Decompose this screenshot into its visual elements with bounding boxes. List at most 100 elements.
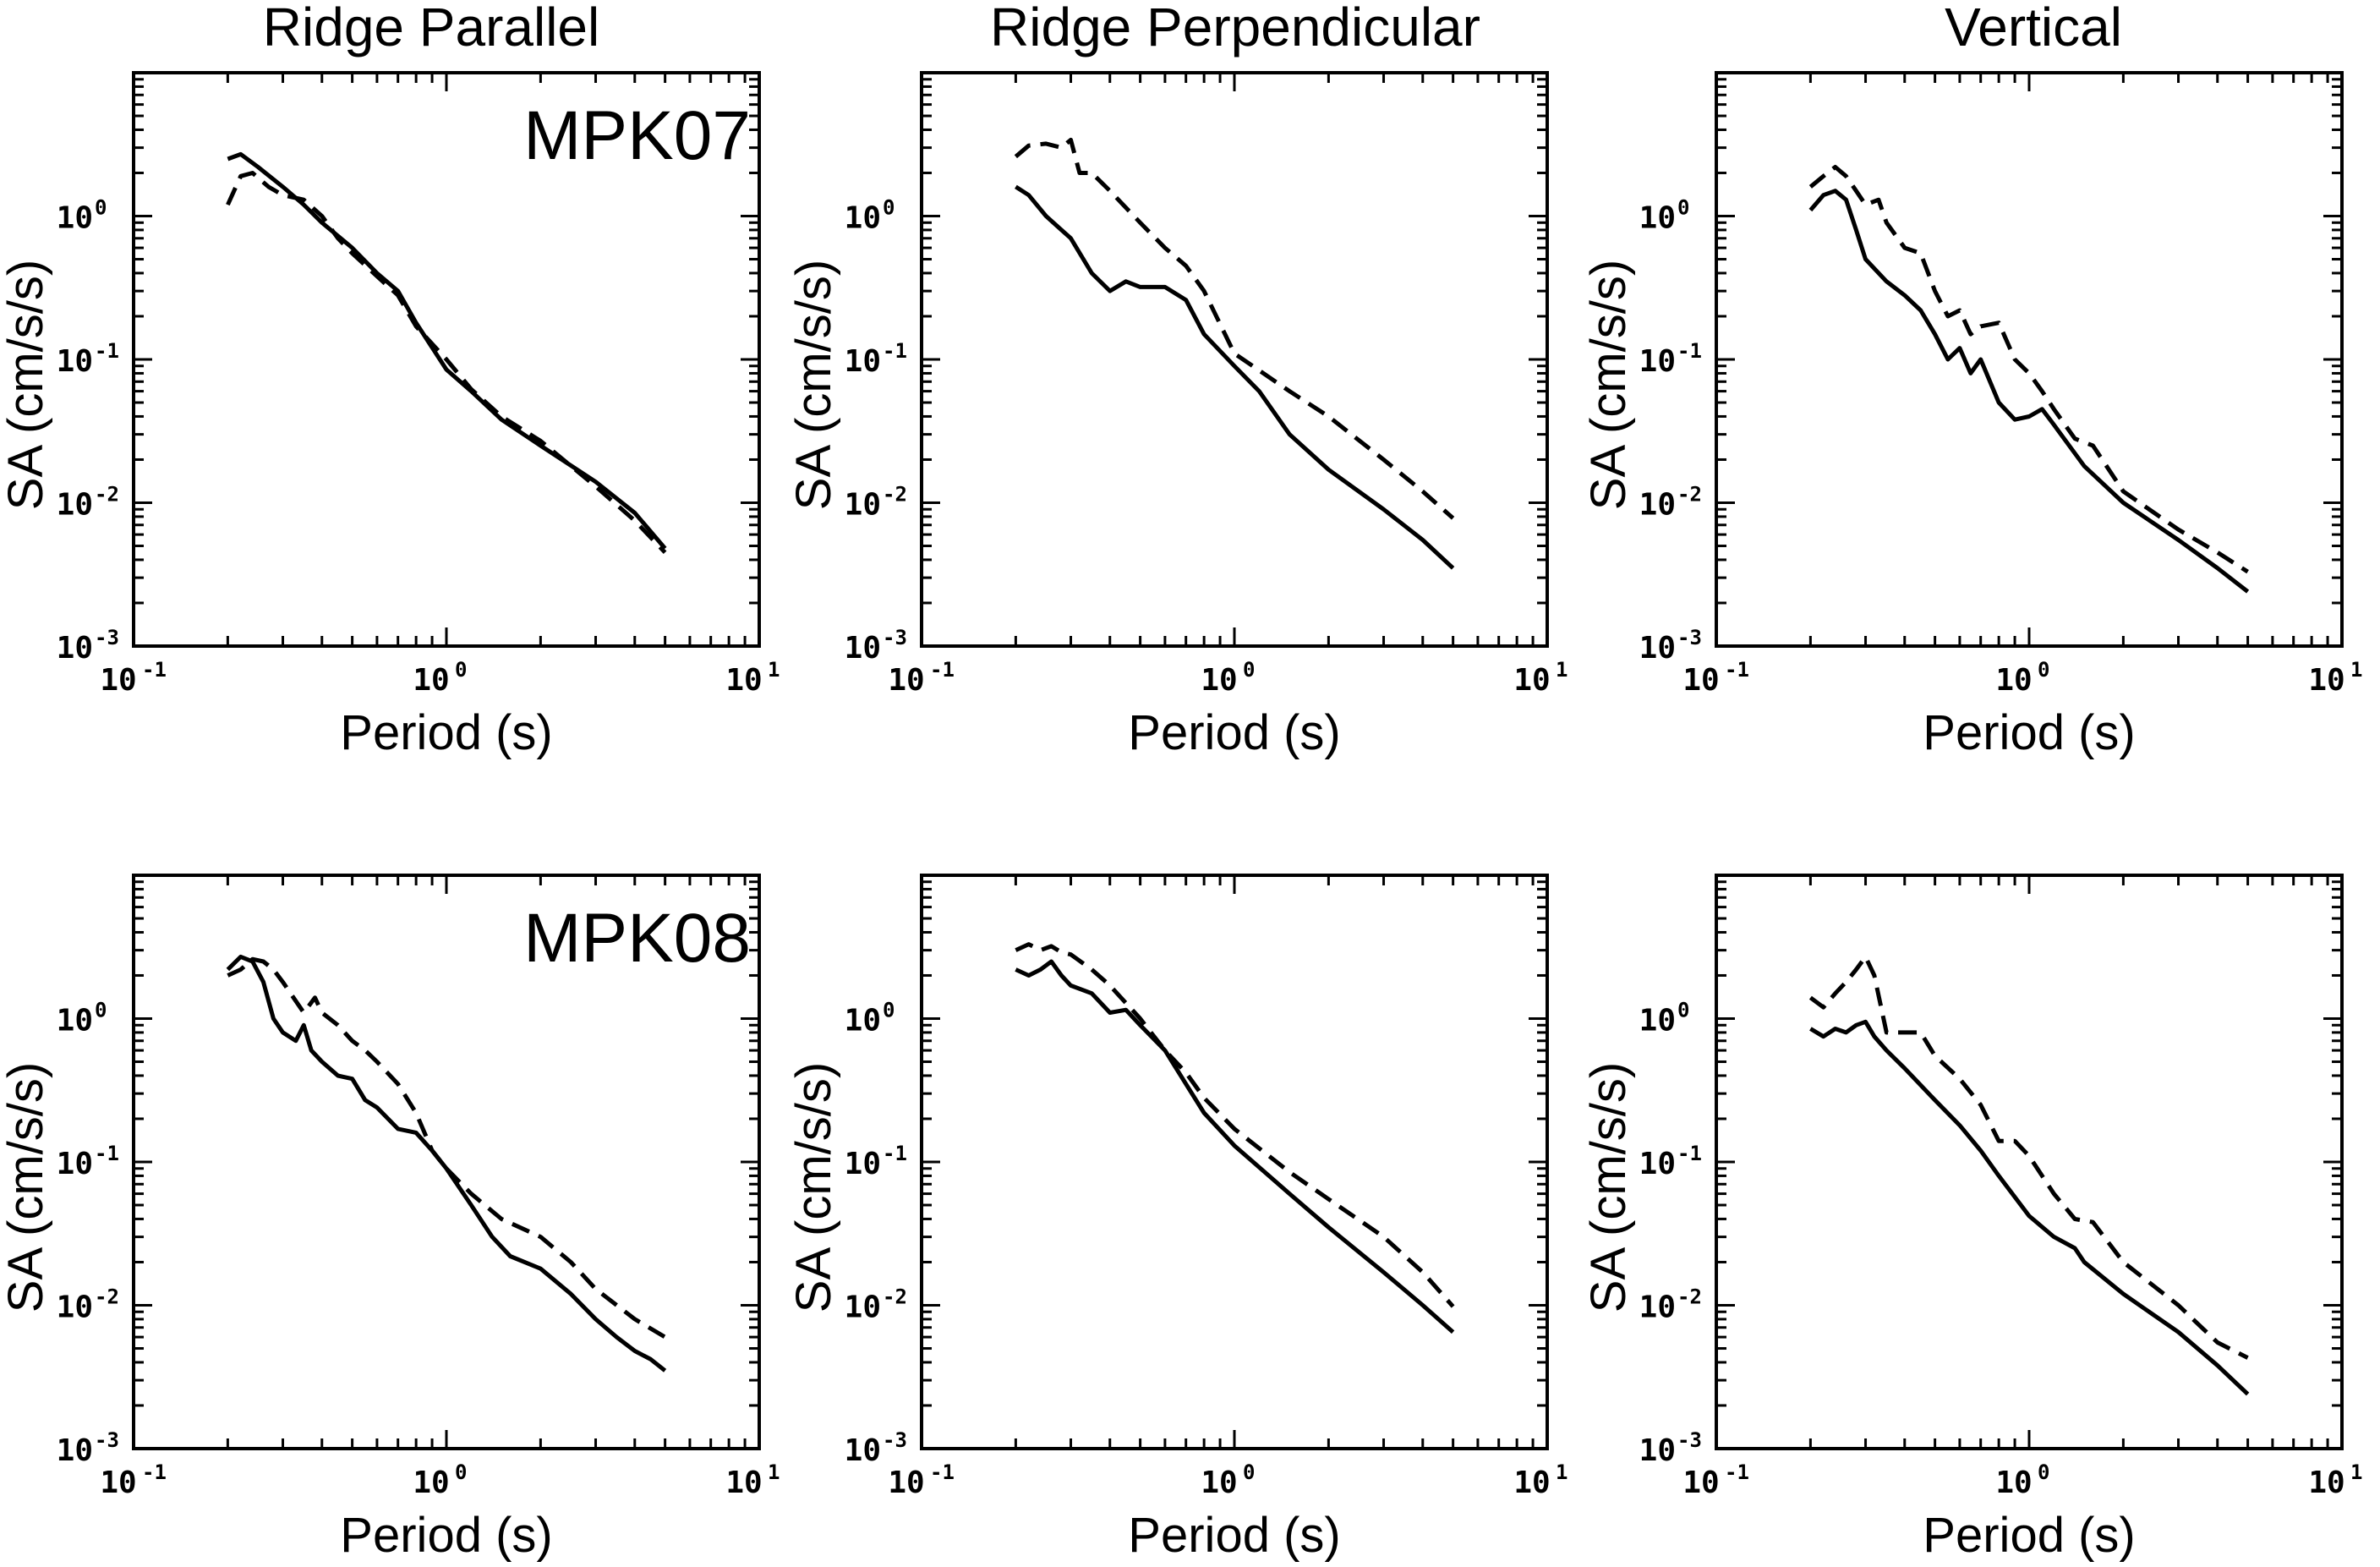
x-tick-label-exponent: 0 — [1243, 1460, 1255, 1484]
y-tick-label: 10 — [57, 1147, 93, 1181]
x-tick-label-exponent: 0 — [455, 1460, 467, 1484]
y-axis-label: SA (cm/s/s) — [786, 1062, 841, 1312]
series-solid-line — [226, 954, 667, 1372]
y-tick-label: 10 — [845, 1290, 881, 1325]
x-axis-label: Period (s) — [1923, 705, 2135, 760]
x-tick-label: 10 — [888, 663, 924, 698]
y-tick-label: 10 — [845, 1433, 881, 1468]
series-dashed-line — [226, 171, 667, 555]
x-tick-label-exponent: 0 — [1243, 658, 1255, 682]
x-tick-label-exponent: 1 — [768, 658, 780, 682]
y-tick-label: 10 — [57, 1290, 93, 1325]
station-label: MPK08 — [523, 900, 751, 977]
y-tick-label: 10 — [1639, 1147, 1676, 1181]
x-tick-label-exponent: 0 — [2038, 1460, 2049, 1484]
x-tick-label: 10 — [725, 1466, 762, 1500]
y-axis-label: SA (cm/s/s) — [0, 260, 53, 510]
x-tick-label-exponent: -1 — [930, 658, 955, 682]
y-axis-label: SA (cm/s/s) — [786, 260, 841, 510]
series-solid-line — [1809, 1019, 2250, 1396]
column-title-ridge-perpendicular: Ridge Perpendicular — [990, 0, 1480, 58]
x-axis-label: Period (s) — [340, 1508, 552, 1563]
y-tick-label-exponent: -1 — [883, 339, 907, 363]
y-tick-label-exponent: -3 — [1677, 1428, 1702, 1452]
y-tick-label-exponent: -1 — [95, 1142, 119, 1165]
y-tick-label: 10 — [57, 201, 93, 236]
y-tick-label-exponent: -2 — [883, 483, 907, 507]
y-tick-label: 10 — [57, 1004, 93, 1038]
y-tick-label: 10 — [845, 1147, 881, 1181]
y-tick-label-exponent: -3 — [883, 626, 907, 649]
x-tick-label-exponent: -1 — [1725, 1460, 1749, 1484]
x-tick-label-exponent: 0 — [2038, 658, 2049, 682]
y-tick-label: 10 — [57, 631, 93, 666]
x-tick-label: 10 — [2308, 663, 2344, 698]
column-title-vertical: Vertical — [1945, 0, 2122, 58]
x-tick-label-exponent: -1 — [142, 1460, 167, 1484]
column-title-ridge-parallel: Ridge Parallel — [263, 0, 599, 58]
y-tick-label-exponent: -2 — [1677, 1285, 1702, 1309]
plot-frame — [1715, 874, 2344, 1450]
series-dashed-line — [227, 956, 666, 1340]
x-tick-label: 10 — [888, 1466, 924, 1500]
y-tick-label-exponent: 0 — [95, 999, 107, 1022]
y-tick-label-exponent: 0 — [1677, 999, 1689, 1022]
y-tick-label-exponent: -2 — [883, 1285, 907, 1309]
x-tick-label: 10 — [1682, 1466, 1719, 1500]
x-tick-label: 10 — [413, 663, 449, 698]
y-tick-label: 10 — [1639, 631, 1676, 666]
x-tick-label-exponent: 0 — [455, 658, 467, 682]
series-dashed-line — [1808, 954, 2249, 1360]
y-tick-label: 10 — [845, 1004, 881, 1038]
series-solid-line — [1015, 959, 1455, 1334]
x-tick-label-exponent: -1 — [1725, 658, 1749, 682]
y-tick-label: 10 — [1639, 201, 1676, 236]
y-tick-label-exponent: -2 — [1677, 483, 1702, 507]
y-tick-label-exponent: 0 — [883, 999, 895, 1022]
y-tick-label-exponent: -3 — [95, 1428, 119, 1452]
x-tick-label: 10 — [1201, 1466, 1237, 1500]
x-tick-label: 10 — [1513, 663, 1550, 698]
y-tick-label-exponent: -2 — [95, 1285, 119, 1309]
plot-frame — [920, 71, 1549, 648]
x-tick-label-exponent: 1 — [2350, 1460, 2362, 1484]
y-tick-label: 10 — [845, 201, 881, 236]
y-tick-label-exponent: -3 — [95, 626, 119, 649]
y-tick-label: 10 — [1639, 344, 1676, 379]
y-tick-label: 10 — [57, 488, 93, 523]
y-tick-label-exponent: -1 — [1677, 1142, 1702, 1165]
y-tick-label: 10 — [1639, 1433, 1676, 1468]
station-label: MPK07 — [523, 97, 751, 174]
x-tick-label: 10 — [413, 1466, 449, 1500]
x-axis-label: Period (s) — [1128, 705, 1340, 760]
plot-frame — [1715, 71, 2344, 648]
x-axis-label: Period (s) — [340, 705, 552, 760]
plot-frame — [920, 874, 1549, 1450]
x-tick-label: 10 — [100, 1466, 136, 1500]
x-tick-label: 10 — [2308, 1466, 2344, 1500]
x-tick-label-exponent: 1 — [1556, 658, 1568, 682]
y-tick-label-exponent: -3 — [1677, 626, 1702, 649]
y-tick-label: 10 — [845, 488, 881, 523]
y-tick-label: 10 — [1639, 488, 1676, 523]
x-tick-label-exponent: -1 — [142, 658, 167, 682]
y-tick-label: 10 — [845, 631, 881, 666]
y-tick-label-exponent: -1 — [1677, 339, 1702, 363]
y-tick-label-exponent: 0 — [95, 196, 107, 220]
x-tick-label: 10 — [1682, 663, 1719, 698]
y-tick-label-exponent: -1 — [883, 1142, 907, 1165]
x-tick-label: 10 — [1995, 663, 2032, 698]
x-tick-label: 10 — [1201, 663, 1237, 698]
x-axis-label: Period (s) — [1128, 1508, 1340, 1563]
series-dashed-line — [1808, 165, 2249, 574]
x-tick-label: 10 — [100, 663, 136, 698]
y-axis-label: SA (cm/s/s) — [1581, 260, 1636, 510]
x-tick-label: 10 — [725, 663, 762, 698]
x-tick-label-exponent: 1 — [1556, 1460, 1568, 1484]
